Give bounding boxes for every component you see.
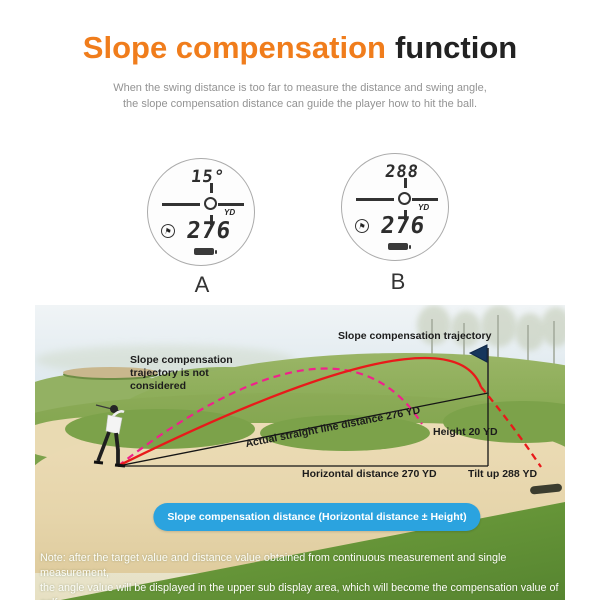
flagstick xyxy=(468,344,489,394)
subtitle-line1: When the swing distance is too far to me… xyxy=(113,82,487,94)
title-accent: Slope compensation xyxy=(82,30,386,65)
battery-icon xyxy=(194,248,217,255)
crosshair-line-right xyxy=(218,203,244,206)
viewfinder-display-b: 288 YD ⚑ 276 xyxy=(341,153,449,261)
viewfinder-b-label: B xyxy=(390,269,406,294)
subtitle: When the swing distance is too far to me… xyxy=(0,80,600,112)
note-line1: Note: after the target value and distanc… xyxy=(40,552,507,579)
crosshair-tick-top xyxy=(404,178,407,188)
flag-mode-icon: ⚑ xyxy=(159,222,177,240)
crosshair-ring xyxy=(204,197,217,210)
grass-tongue xyxy=(65,409,255,449)
compensated-trajectory-arc xyxy=(117,356,483,468)
trajectory-label: Slope compensation trajectory xyxy=(338,330,492,342)
trajectory-diagram xyxy=(93,344,542,468)
subtitle-line2: the slope compensation distance can guid… xyxy=(122,98,478,110)
crosshair-line-left xyxy=(356,198,394,201)
title-rest: function xyxy=(394,30,518,65)
viewfinder-a-label: A xyxy=(194,272,210,297)
note-text: Note: after the target value and distanc… xyxy=(40,551,568,600)
flag-mode-icon: ⚑ xyxy=(353,217,371,235)
height-label: Height 20 YD xyxy=(433,426,498,438)
unit-label: YD xyxy=(224,208,236,217)
distance-readout: 276 xyxy=(185,218,233,244)
crosshair-line-left xyxy=(162,203,200,206)
far-bunker xyxy=(63,367,158,378)
crosshair-ring xyxy=(398,192,411,205)
crosshair-tick-bottom xyxy=(210,215,213,225)
crosshair-line-right xyxy=(412,198,438,201)
horizontal-distance-label: Horizontal distance 270 YD xyxy=(302,468,437,480)
note-line2: the angle value will be displayed in the… xyxy=(40,582,559,600)
page-title: Slope compensation function xyxy=(0,30,600,66)
unit-label: YD xyxy=(418,203,430,212)
golfer xyxy=(93,404,126,468)
distance-readout: 276 xyxy=(379,213,427,239)
grass-tongue xyxy=(443,401,565,443)
crosshair-tick-bottom xyxy=(404,210,407,220)
uncompensated-label: Slope compensation trajectory is not con… xyxy=(130,354,233,392)
tilt-up-label: Tilt up 288 YD xyxy=(468,468,538,480)
battery-icon xyxy=(388,243,411,250)
angle-readout: 15° xyxy=(189,167,227,187)
crosshair-tick-top xyxy=(210,183,213,193)
golf-course-photo xyxy=(35,305,565,600)
trajectory-fall-arc xyxy=(480,386,542,468)
measurement-lines xyxy=(117,392,489,467)
slope-compensation-formula-pill: Slope compensation distance (Horizontal … xyxy=(153,503,481,531)
tilt-distance-readout: 288 xyxy=(383,162,421,182)
viewfinder-display-a: 15° YD ⚑ 276 xyxy=(147,158,255,266)
